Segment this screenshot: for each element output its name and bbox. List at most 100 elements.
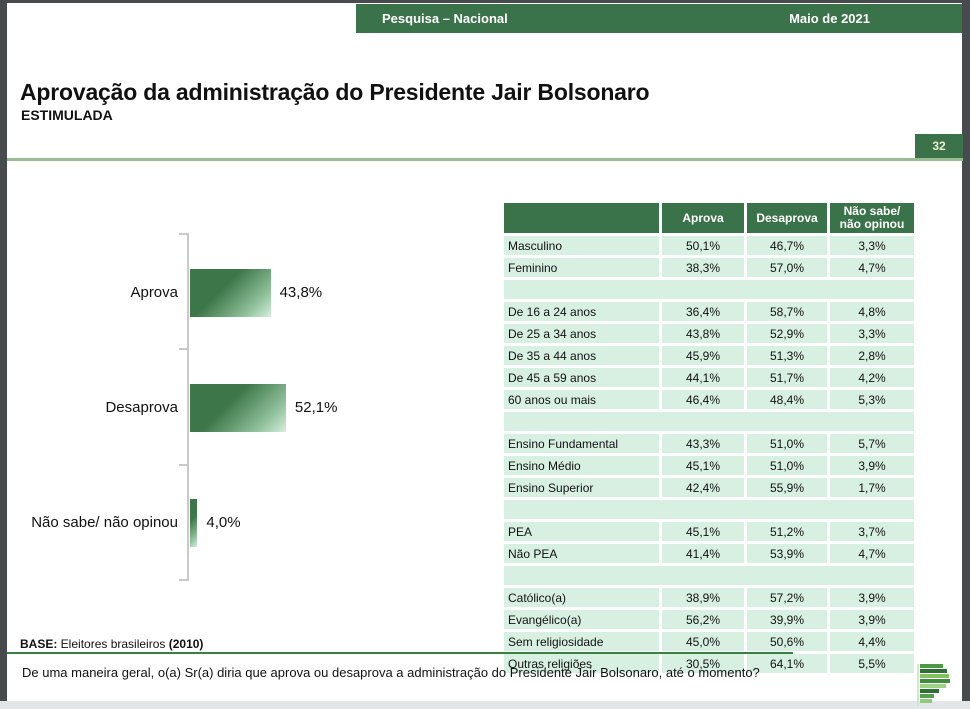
row-label: Evangélico(a) — [504, 610, 659, 629]
value-cell: 45,1% — [662, 456, 744, 475]
demographics-table: Aprova Desaprova Não sabe/ não opinou Mascu… — [501, 200, 917, 676]
value-cell: 55,9% — [747, 478, 827, 497]
table-group-gap-cell — [504, 412, 914, 431]
table-row: De 35 a 44 anos 45,9% 51,3% 2,8% — [504, 346, 914, 365]
value-cell: 46,4% — [662, 390, 744, 409]
value-cell: 3,9% — [830, 610, 914, 629]
value-cell: 4,2% — [830, 368, 914, 387]
window-border-right — [962, 0, 970, 701]
logo-stripe — [920, 689, 939, 693]
base-note: BASE: Eleitores brasileiros (2010) — [20, 637, 203, 651]
chart-axis-tick — [179, 233, 187, 235]
table-row: Outras religiões 30,5% 64,1% 5,5% — [504, 654, 914, 673]
row-label: De 35 a 44 anos — [504, 346, 659, 365]
row-label: Ensino Médio — [504, 456, 659, 475]
window-border-bottom — [0, 701, 970, 709]
chart-value-label: 43,8% — [279, 284, 323, 301]
table-row: Masculino 50,1% 46,7% 3,3% — [504, 236, 914, 255]
row-label: De 16 a 24 anos — [504, 302, 659, 321]
header-date-label: Maio de 2021 — [789, 11, 870, 26]
base-text: Eleitores brasileiros — [57, 637, 169, 651]
table-row: Ensino Fundamental 43,3% 51,0% 5,7% — [504, 434, 914, 453]
table-group-gap — [504, 412, 914, 431]
approval-bar-chart: Aprova 43,8% Desaprova 52,1% Não sabe/ não o… — [0, 233, 420, 581]
table-row: PEA 45,1% 51,2% 3,7% — [504, 522, 914, 541]
header-survey-label: Pesquisa – Nacional — [382, 11, 508, 26]
chart-axis-tick — [179, 464, 187, 466]
value-cell: 53,9% — [747, 544, 827, 563]
logo-stripe — [920, 679, 950, 683]
value-cell: 48,4% — [747, 390, 827, 409]
value-cell: 45,0% — [662, 632, 744, 651]
page-title: Aprovação da administração do Presidente… — [20, 79, 650, 105]
chart-category-label: Aprova — [130, 284, 178, 301]
value-cell: 44,1% — [662, 368, 744, 387]
p-green-bars-logo-icon — [917, 663, 959, 707]
value-cell: 2,8% — [830, 346, 914, 365]
table-row: Sem religiosidade 45,0% 50,6% 4,4% — [504, 632, 914, 651]
chart-category-label: Desaprova — [105, 399, 178, 416]
header-bar: Pesquisa – Nacional Maio de 2021 — [356, 4, 962, 33]
logo-stripe — [920, 684, 946, 688]
chart-bar — [190, 384, 286, 432]
row-label: 60 anos ou mais — [504, 390, 659, 409]
value-cell: 46,7% — [747, 236, 827, 255]
value-cell: 3,9% — [830, 456, 914, 475]
page-number-badge: 32 — [915, 134, 963, 158]
value-cell: 4,8% — [830, 302, 914, 321]
table-row: Ensino Superior 42,4% 55,9% 1,7% — [504, 478, 914, 497]
table-row: Evangélico(a) 56,2% 39,9% 3,9% — [504, 610, 914, 629]
value-cell: 51,7% — [747, 368, 827, 387]
row-label: Católico(a) — [504, 588, 659, 607]
value-cell: 38,9% — [662, 588, 744, 607]
table-header-cell: Aprova — [662, 203, 744, 233]
title-divider — [7, 158, 963, 161]
logo-stem — [917, 664, 919, 706]
value-cell: 4,7% — [830, 544, 914, 563]
value-cell: 4,4% — [830, 632, 914, 651]
table-group-gap-cell — [504, 280, 914, 299]
table-group-gap — [504, 500, 914, 519]
row-label: De 25 a 34 anos — [504, 324, 659, 343]
table-header-cell: Desaprova — [747, 203, 827, 233]
demographics-table-grid: Aprova Desaprova Não sabe/ não opinou Mascu… — [501, 200, 917, 676]
value-cell: 36,4% — [662, 302, 744, 321]
table-row: Ensino Médio 45,1% 51,0% 3,9% — [504, 456, 914, 475]
value-cell: 58,7% — [747, 302, 827, 321]
logo-stripe — [920, 664, 943, 668]
row-label: Ensino Superior — [504, 478, 659, 497]
window-border-top — [0, 0, 970, 3]
value-cell: 64,1% — [747, 654, 827, 673]
value-cell: 51,0% — [747, 434, 827, 453]
value-cell: 5,7% — [830, 434, 914, 453]
value-cell: 57,0% — [747, 258, 827, 277]
row-label: PEA — [504, 522, 659, 541]
table-group-gap — [504, 280, 914, 299]
value-cell: 39,9% — [747, 610, 827, 629]
row-label: Sem religiosidade — [504, 632, 659, 651]
row-label: Não PEA — [504, 544, 659, 563]
table-row: Católico(a) 38,9% 57,2% 3,9% — [504, 588, 914, 607]
survey-question: De uma maneira geral, o(a) Sr(a) diria q… — [22, 665, 760, 680]
value-cell: 45,1% — [662, 522, 744, 541]
value-cell: 56,2% — [662, 610, 744, 629]
value-cell: 3,9% — [830, 588, 914, 607]
base-divider — [7, 652, 793, 654]
chart-category-label: Não sabe/ não opinou — [31, 514, 178, 531]
value-cell: 52,9% — [747, 324, 827, 343]
logo-stripe — [920, 699, 932, 703]
chart-value-label: 52,1% — [294, 399, 338, 416]
table-row: De 25 a 34 anos 43,8% 52,9% 3,3% — [504, 324, 914, 343]
value-cell: 43,3% — [662, 434, 744, 453]
value-cell: 3,3% — [830, 324, 914, 343]
table-row: De 45 a 59 anos 44,1% 51,7% 4,2% — [504, 368, 914, 387]
value-cell: 5,5% — [830, 654, 914, 673]
value-cell: 1,7% — [830, 478, 914, 497]
value-cell: 51,3% — [747, 346, 827, 365]
table-header-cell: Não sabe/ não opinou — [830, 203, 914, 233]
value-cell: 57,2% — [747, 588, 827, 607]
table-header-row: Aprova Desaprova Não sabe/ não opinou — [504, 203, 914, 233]
value-cell: 43,8% — [662, 324, 744, 343]
value-cell: 3,7% — [830, 522, 914, 541]
